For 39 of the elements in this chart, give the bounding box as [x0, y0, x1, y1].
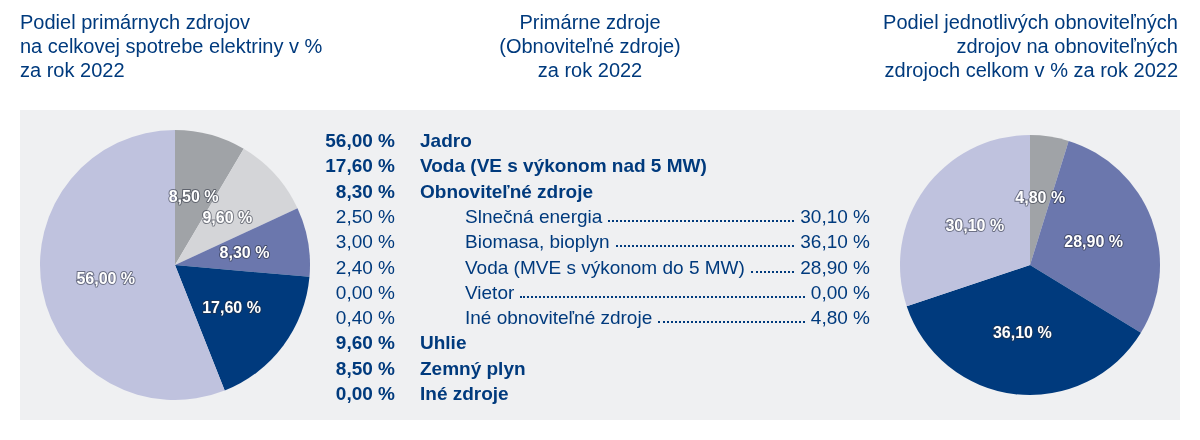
category-label: Jadro — [420, 129, 472, 153]
data-label: 56,00 % — [76, 269, 136, 287]
category-label: Vietor — [465, 280, 515, 305]
category-label: Voda (VE s výkonom nad 5 MW) — [420, 154, 707, 179]
data-label: 9,60 % — [335, 331, 395, 356]
data-label: 8,50 % — [335, 356, 395, 381]
data-label: 4,80 % — [810, 306, 870, 331]
category-label: Iné zdroje — [420, 382, 509, 406]
text: Primárne zdroje (Obnoviteľné zdroje) za rok 2022 — [499, 11, 681, 81]
data-label: 8,30 % — [335, 179, 395, 204]
category-label: Biomasa, bioplyn — [465, 230, 610, 255]
data-label: 3,00 % — [335, 230, 395, 255]
category-label: Uhlie — [420, 331, 467, 356]
category-label: Slnečná energia — [465, 204, 603, 229]
category-label: Obnoviteľné zdroje — [420, 179, 594, 204]
category-label: Voda (MVE s výkonom do 5 MW) — [465, 255, 745, 280]
data-label: 2,50 % — [335, 204, 395, 229]
category-label: Iné obnoviteľné zdroje — [465, 306, 653, 331]
data-label: 17,60 % — [325, 154, 395, 179]
data-label: 0,40 % — [335, 306, 395, 331]
data-label: 30,10 % — [800, 204, 870, 229]
data-label: 28,90 % — [1064, 232, 1123, 250]
data-label: 36,10 % — [992, 324, 1052, 342]
data-label: 8,50 % — [168, 188, 219, 206]
data-label: 0,00 % — [810, 280, 870, 305]
data-label: 56,00 % — [325, 129, 395, 153]
chart-title: Podiel primárnych zdrojov na celkovej spotrebe elektriny v % za rok 2022 — [20, 10, 323, 82]
data-label: 30,10 % — [945, 216, 1005, 234]
data-label: 0,00 % — [335, 280, 395, 305]
data-label: 8,30 % — [219, 244, 270, 262]
data-label: 2,40 % — [335, 255, 395, 280]
data-label: 9,60 % — [202, 209, 253, 227]
data-label: 4,80 % — [1015, 189, 1066, 207]
data-label: 0,00 % — [335, 382, 395, 406]
data-label: 17,60 % — [202, 298, 261, 316]
chart-title: Podiel jednotlivých obnoviteľných zdrojov na obnoviteľných zdrojoch celkom v % za rok 2022 — [883, 10, 1178, 82]
data-label: 28,90 % — [800, 255, 870, 280]
category-label: Zemný plyn — [420, 356, 526, 381]
data-label: 36,10 % — [800, 230, 870, 255]
